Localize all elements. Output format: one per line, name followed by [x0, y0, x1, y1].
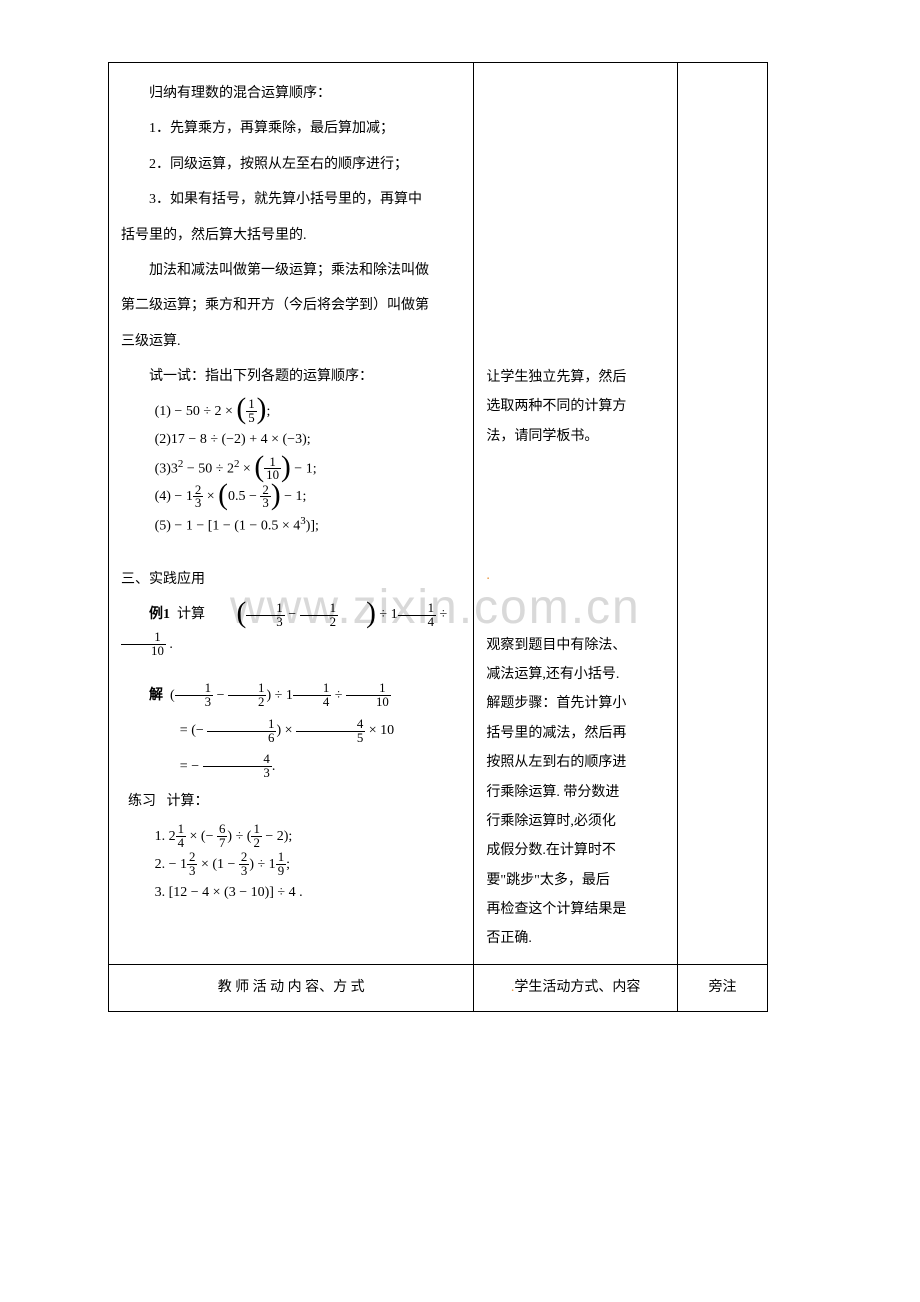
mid-block2: 观察到题目中有除法、 减法运算,还有小括号. 解题步骤：首先计算小 括号里的减法…	[486, 631, 665, 954]
solution-line-2: = (− 16) × 45 × 10	[121, 716, 461, 745]
levels-c: 三级运算.	[121, 327, 461, 356]
example-1-line: 例1 计算 (13 − 12) ÷ 114 ÷ 110 .	[121, 600, 461, 659]
levels-a: 加法和减法叫做第一级运算；乘法和除法叫做	[121, 256, 461, 285]
solution-line-1: 解 (13 − 12) ÷ 114 ÷ 110	[121, 681, 461, 710]
intro-title: 归纳有理数的混合运算顺序：	[121, 79, 461, 108]
footer-row: 教 师 活 动 内 容、方 式 .学生活动方式、内容 旁注	[109, 964, 768, 1011]
footer-col-1: 教 师 活 动 内 容、方 式	[109, 964, 474, 1011]
rule-3b: 括号里的，然后算大括号里的.	[121, 221, 461, 250]
levels-b: 第二级运算；乘方和开方（今后将会学到）叫做第	[121, 291, 461, 320]
practice-2: 2. − 123 × (1 − 23) ÷ 119;	[155, 851, 462, 879]
footer-col-2: .学生活动方式、内容	[474, 964, 678, 1011]
orange-dot: .	[486, 561, 665, 590]
try-line-4: (4) − 123 × (0.5 − 23) − 1;	[155, 483, 462, 511]
content-table: 归纳有理数的混合运算顺序： 1．先算乘方，再算乘除，最后算加减； 2．同级运算，…	[108, 62, 768, 1012]
try-line-2: (2)17 − 8 ÷ (−2) + 4 × (−3);	[155, 426, 462, 454]
try-title: 试一试：指出下列各题的运算顺序：	[121, 362, 461, 391]
practice-3: 3. [12 − 4 × (3 − 10)] ÷ 4 .	[155, 879, 462, 907]
side-notes-cell	[677, 63, 767, 965]
practice-1: 1. 214 × (− 67) ÷ (12 − 2);	[155, 823, 462, 851]
footer-col-3: 旁注	[677, 964, 767, 1011]
try-line-1: (1) − 50 ÷ 2 × (15);	[155, 398, 462, 426]
try-block: (1) − 50 ÷ 2 × (15); (2)17 − 8 ÷ (−2) + …	[155, 398, 462, 541]
rule-1: 1．先算乘方，再算乘除，最后算加减；	[121, 114, 461, 143]
solution-line-3: = − 43.	[121, 752, 461, 781]
try-line-3: (3)32 − 50 ÷ 22 × (110) − 1;	[155, 454, 462, 484]
teacher-activity-cell: 归纳有理数的混合运算顺序： 1．先算乘方，再算乘除，最后算加减； 2．同级运算，…	[109, 63, 474, 965]
try-line-5: (5) − 1 − [1 − (1 − 0.5 × 43)];	[155, 511, 462, 541]
practice-title: 练习 计算：	[121, 787, 461, 816]
rule-3a: 3．如果有括号，就先算小括号里的，再算中	[121, 185, 461, 214]
student-activity-cell: 让学生独立先算，然后 选取两种不同的计算方 法，请同学板书。 . 观察到题目中有…	[474, 63, 678, 965]
section-3-title: 三、实践应用	[121, 565, 461, 594]
mid-block1: 让学生独立先算，然后 选取两种不同的计算方 法，请同学板书。	[486, 363, 665, 451]
practice-block: 1. 214 × (− 67) ÷ (12 − 2); 2. − 123 × (…	[155, 823, 462, 907]
rule-2: 2．同级运算，按照从左至右的顺序进行；	[121, 150, 461, 179]
